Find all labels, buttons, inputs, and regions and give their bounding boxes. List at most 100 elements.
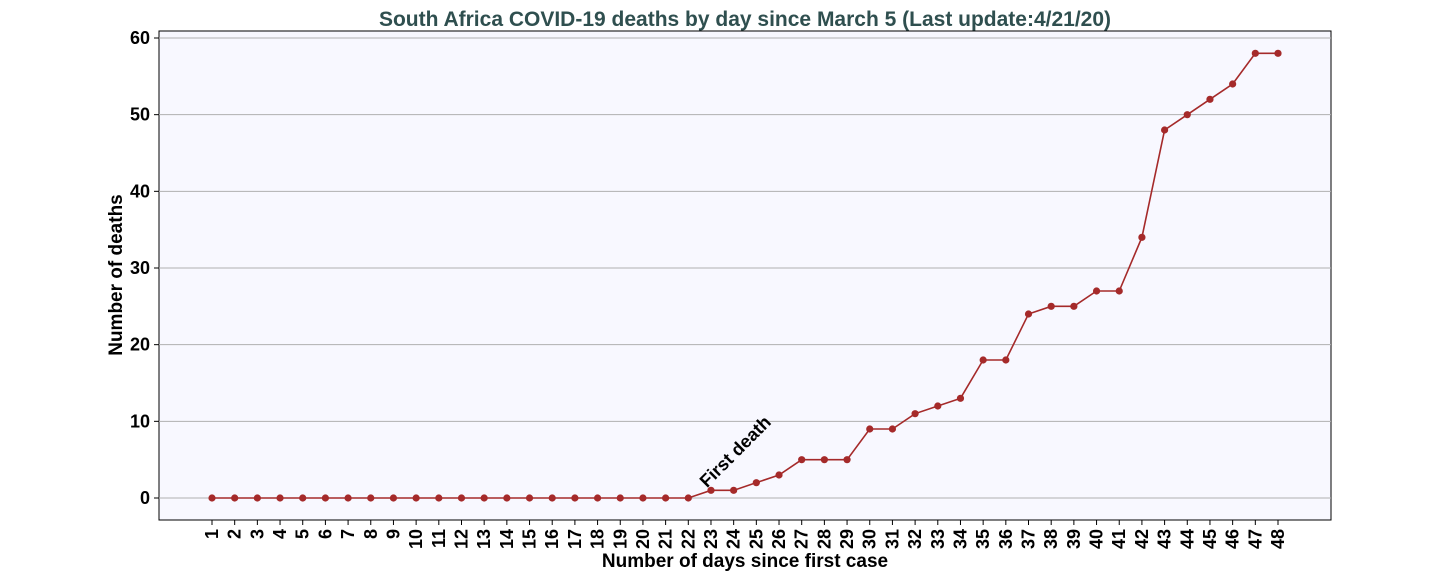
data-point	[1002, 356, 1010, 364]
x-tick-label: 28	[814, 529, 834, 549]
chart-title: South Africa COVID-19 deaths by day sinc…	[379, 8, 1111, 31]
y-tick-label: 20	[130, 335, 150, 355]
x-tick-label: 8	[361, 529, 381, 539]
data-point	[367, 494, 375, 502]
data-point	[1138, 233, 1146, 241]
data-point	[571, 494, 579, 502]
x-tick-label: 24	[724, 529, 744, 549]
x-tick-label: 44	[1177, 529, 1197, 549]
x-tick-label: 41	[1109, 529, 1129, 549]
data-point	[389, 494, 398, 502]
x-tick-label: 2	[225, 529, 245, 539]
x-tick-label: 4	[270, 529, 290, 539]
y-axis-label: Number of deaths	[106, 194, 127, 356]
y-tick-label: 60	[130, 28, 150, 48]
data-point	[1274, 49, 1282, 57]
data-point	[1251, 49, 1259, 57]
y-axis-ticks: 0 10 20 30 40 50 60	[130, 28, 159, 508]
y-tick-label: 30	[130, 258, 150, 278]
x-tick-label: 42	[1132, 529, 1152, 549]
data-point	[1092, 287, 1101, 295]
x-tick-label: 3	[247, 529, 267, 539]
data-point	[1160, 126, 1169, 134]
data-point	[435, 494, 443, 502]
data-point	[956, 394, 965, 402]
data-point	[707, 486, 715, 494]
data-point	[616, 494, 624, 502]
data-point	[593, 494, 602, 502]
y-tick-label: 0	[140, 488, 150, 508]
data-point	[548, 494, 556, 502]
x-tick-label: 48	[1268, 529, 1288, 549]
data-point	[843, 456, 851, 464]
data-point	[911, 410, 919, 418]
series-layer	[208, 49, 1282, 502]
x-tick-label: 5	[293, 529, 313, 539]
data-point	[775, 471, 783, 479]
x-tick-label: 23	[701, 529, 721, 549]
data-point	[480, 494, 488, 502]
x-tick-label: 19	[610, 529, 630, 549]
data-point	[1115, 287, 1123, 295]
x-axis-label: Number of days since first case	[602, 551, 888, 572]
data-point	[231, 494, 239, 502]
data-point	[503, 494, 511, 502]
data-point	[1206, 95, 1214, 103]
x-tick-label: 27	[792, 529, 812, 549]
data-point	[934, 402, 942, 410]
x-tick-label: 9	[383, 529, 403, 539]
x-tick-label: 21	[656, 529, 676, 549]
data-point	[321, 494, 330, 502]
x-tick-label: 16	[542, 529, 562, 549]
data-point	[798, 456, 806, 464]
data-point	[1183, 111, 1191, 119]
y-tick-label: 50	[130, 105, 150, 125]
data-point	[299, 494, 307, 502]
x-tick-label: 25	[746, 529, 766, 549]
data-point	[457, 494, 466, 502]
x-tick-label: 29	[837, 529, 857, 549]
x-tick-label: 30	[860, 529, 880, 549]
x-tick-label: 39	[1064, 529, 1084, 549]
plot-area	[158, 30, 1332, 521]
x-tick-label: 32	[905, 529, 925, 549]
x-tick-label: 6	[315, 529, 335, 539]
x-tick-label: 15	[520, 529, 540, 549]
data-point	[639, 494, 647, 502]
x-tick-label: 13	[474, 529, 494, 549]
data-point	[1229, 80, 1237, 88]
data-point	[1047, 302, 1055, 310]
data-point	[1024, 310, 1033, 318]
y-tick-label: 40	[130, 181, 150, 201]
data-point	[888, 425, 897, 433]
data-point	[730, 486, 738, 494]
data-point	[344, 494, 352, 502]
data-point	[684, 494, 692, 502]
data-point	[412, 494, 420, 502]
x-tick-label: 34	[950, 529, 970, 549]
x-tick-label: 31	[882, 529, 902, 549]
data-point	[525, 494, 534, 502]
x-tick-label: 20	[633, 529, 653, 549]
x-tick-label: 45	[1200, 529, 1220, 549]
y-tick-label: 10	[130, 411, 150, 431]
x-tick-label: 33	[928, 529, 948, 549]
x-tick-label: 10	[406, 529, 426, 549]
x-tick-label: 40	[1087, 529, 1107, 549]
data-point	[1070, 302, 1078, 310]
x-tick-label: 38	[1041, 529, 1061, 549]
data-point	[979, 356, 987, 364]
data-point	[253, 494, 261, 502]
x-tick-label: 43	[1155, 529, 1175, 549]
x-tick-label: 11	[429, 529, 449, 548]
x-tick-label: 37	[1019, 529, 1039, 549]
x-tick-label: 17	[565, 529, 585, 549]
data-point	[866, 425, 874, 433]
x-tick-label: 18	[588, 529, 608, 549]
x-tick-label: 22	[678, 529, 698, 549]
x-tick-label: 35	[973, 529, 993, 549]
x-tick-label: 7	[338, 529, 358, 539]
series-line	[212, 52, 1278, 499]
data-point	[276, 494, 284, 502]
